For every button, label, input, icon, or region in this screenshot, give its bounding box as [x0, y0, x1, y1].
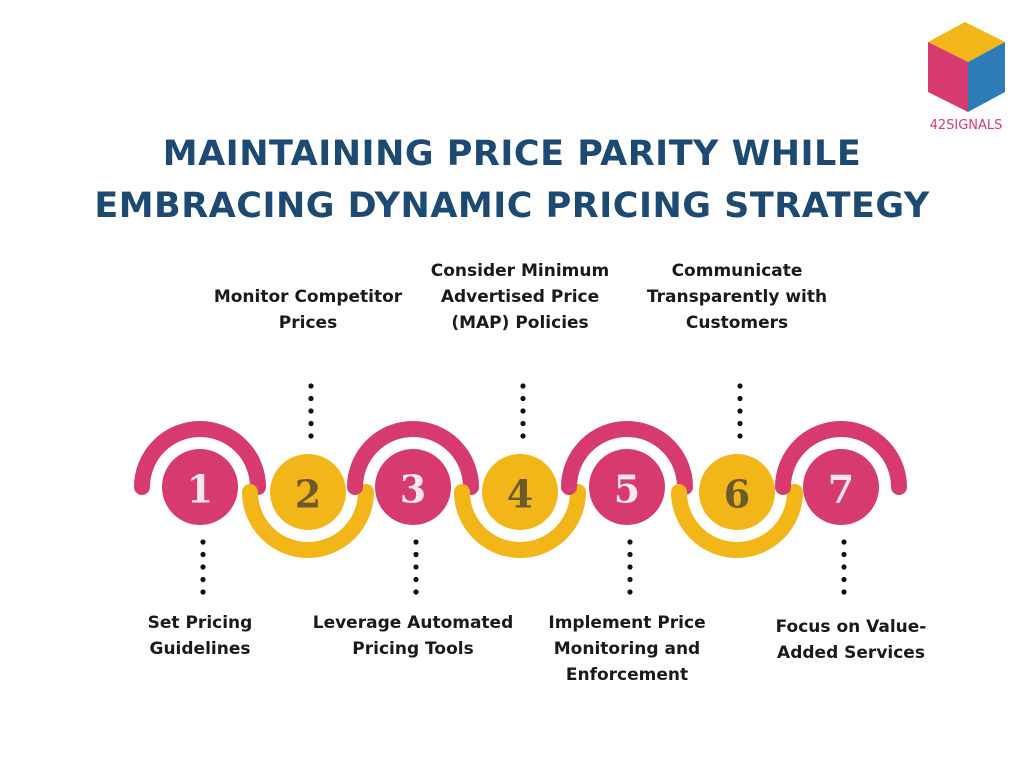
connector-arc	[454, 484, 586, 558]
dot	[520, 420, 526, 427]
step-circle	[375, 449, 451, 525]
dot	[520, 383, 526, 389]
dot	[627, 564, 633, 570]
logo-cube-top	[928, 22, 1005, 62]
step-label: Communicate	[672, 261, 803, 281]
title-line: EMBRACING DYNAMIC PRICING STRATEGY	[94, 186, 930, 226]
step-number: 6	[724, 472, 750, 517]
step-label: Guidelines	[150, 639, 251, 659]
step-label: Enforcement	[566, 665, 688, 685]
step-label: Transparently with	[647, 287, 827, 307]
dot	[200, 576, 206, 583]
step-label: Monitor Competitor	[214, 287, 403, 307]
dot	[308, 408, 314, 414]
connector-arc	[134, 421, 266, 495]
step-number: 5	[614, 467, 640, 512]
connector-arc	[561, 421, 693, 495]
step-circle	[803, 449, 879, 525]
dot	[737, 433, 743, 439]
connector-arc	[347, 421, 479, 495]
step-label: Customers	[686, 313, 788, 333]
step-label: Monitoring and	[554, 639, 700, 659]
dot	[413, 589, 419, 595]
logo-text: 42SIGNALS	[930, 118, 1003, 133]
dot	[200, 564, 206, 570]
dot	[413, 564, 419, 570]
dot	[308, 420, 314, 427]
dot	[627, 539, 633, 545]
step-circle	[589, 449, 665, 525]
step-number: 1	[187, 467, 213, 512]
connector-arc	[242, 484, 374, 558]
dot	[413, 539, 419, 545]
connector-arc	[671, 484, 803, 558]
dot	[308, 433, 314, 439]
dot	[520, 433, 526, 439]
dot	[737, 395, 743, 402]
connector-arc	[775, 421, 907, 495]
step-label: Advertised Price	[441, 287, 599, 307]
dot	[413, 551, 419, 558]
step-label: Implement Price	[548, 613, 705, 633]
step-label: Added Services	[777, 643, 925, 663]
dot	[841, 589, 847, 595]
dot	[627, 551, 633, 558]
dot	[520, 395, 526, 402]
step-circle	[270, 454, 346, 530]
dot	[627, 589, 633, 595]
dot	[841, 576, 847, 583]
step-circle	[162, 449, 238, 525]
steps: 1 Set Pricing Guidelines 2 Monitor Competito…	[134, 261, 927, 685]
step-number: 2	[295, 472, 321, 517]
dot	[200, 539, 206, 545]
step-label: (MAP) Policies	[451, 313, 588, 333]
dot	[200, 589, 206, 595]
dot	[841, 551, 847, 558]
logo-cube-left	[928, 42, 968, 112]
dot	[308, 383, 314, 389]
dot	[520, 408, 526, 414]
dot	[413, 576, 419, 583]
dot	[200, 551, 206, 558]
step-circle	[482, 454, 558, 530]
logo: 42SIGNALS	[928, 22, 1005, 133]
dot	[841, 539, 847, 545]
step-number: 4	[507, 472, 533, 517]
step-label: Focus on Value-	[776, 617, 927, 637]
step-label: Pricing Tools	[352, 639, 473, 659]
dot	[841, 564, 847, 570]
step-circle	[699, 454, 775, 530]
step-label: Leverage Automated	[313, 613, 514, 633]
dot	[737, 408, 743, 414]
step-number: 7	[828, 467, 854, 512]
dot	[308, 395, 314, 402]
dot	[627, 576, 633, 583]
dot	[737, 420, 743, 427]
title-line: MAINTAINING PRICE PARITY WHILE	[163, 134, 861, 174]
step-label: Consider Minimum	[431, 261, 609, 281]
step-number: 3	[400, 467, 426, 512]
dot	[737, 383, 743, 389]
logo-cube-right	[968, 42, 1005, 112]
step-label: Set Pricing	[148, 613, 253, 633]
step-label: Prices	[279, 313, 337, 333]
